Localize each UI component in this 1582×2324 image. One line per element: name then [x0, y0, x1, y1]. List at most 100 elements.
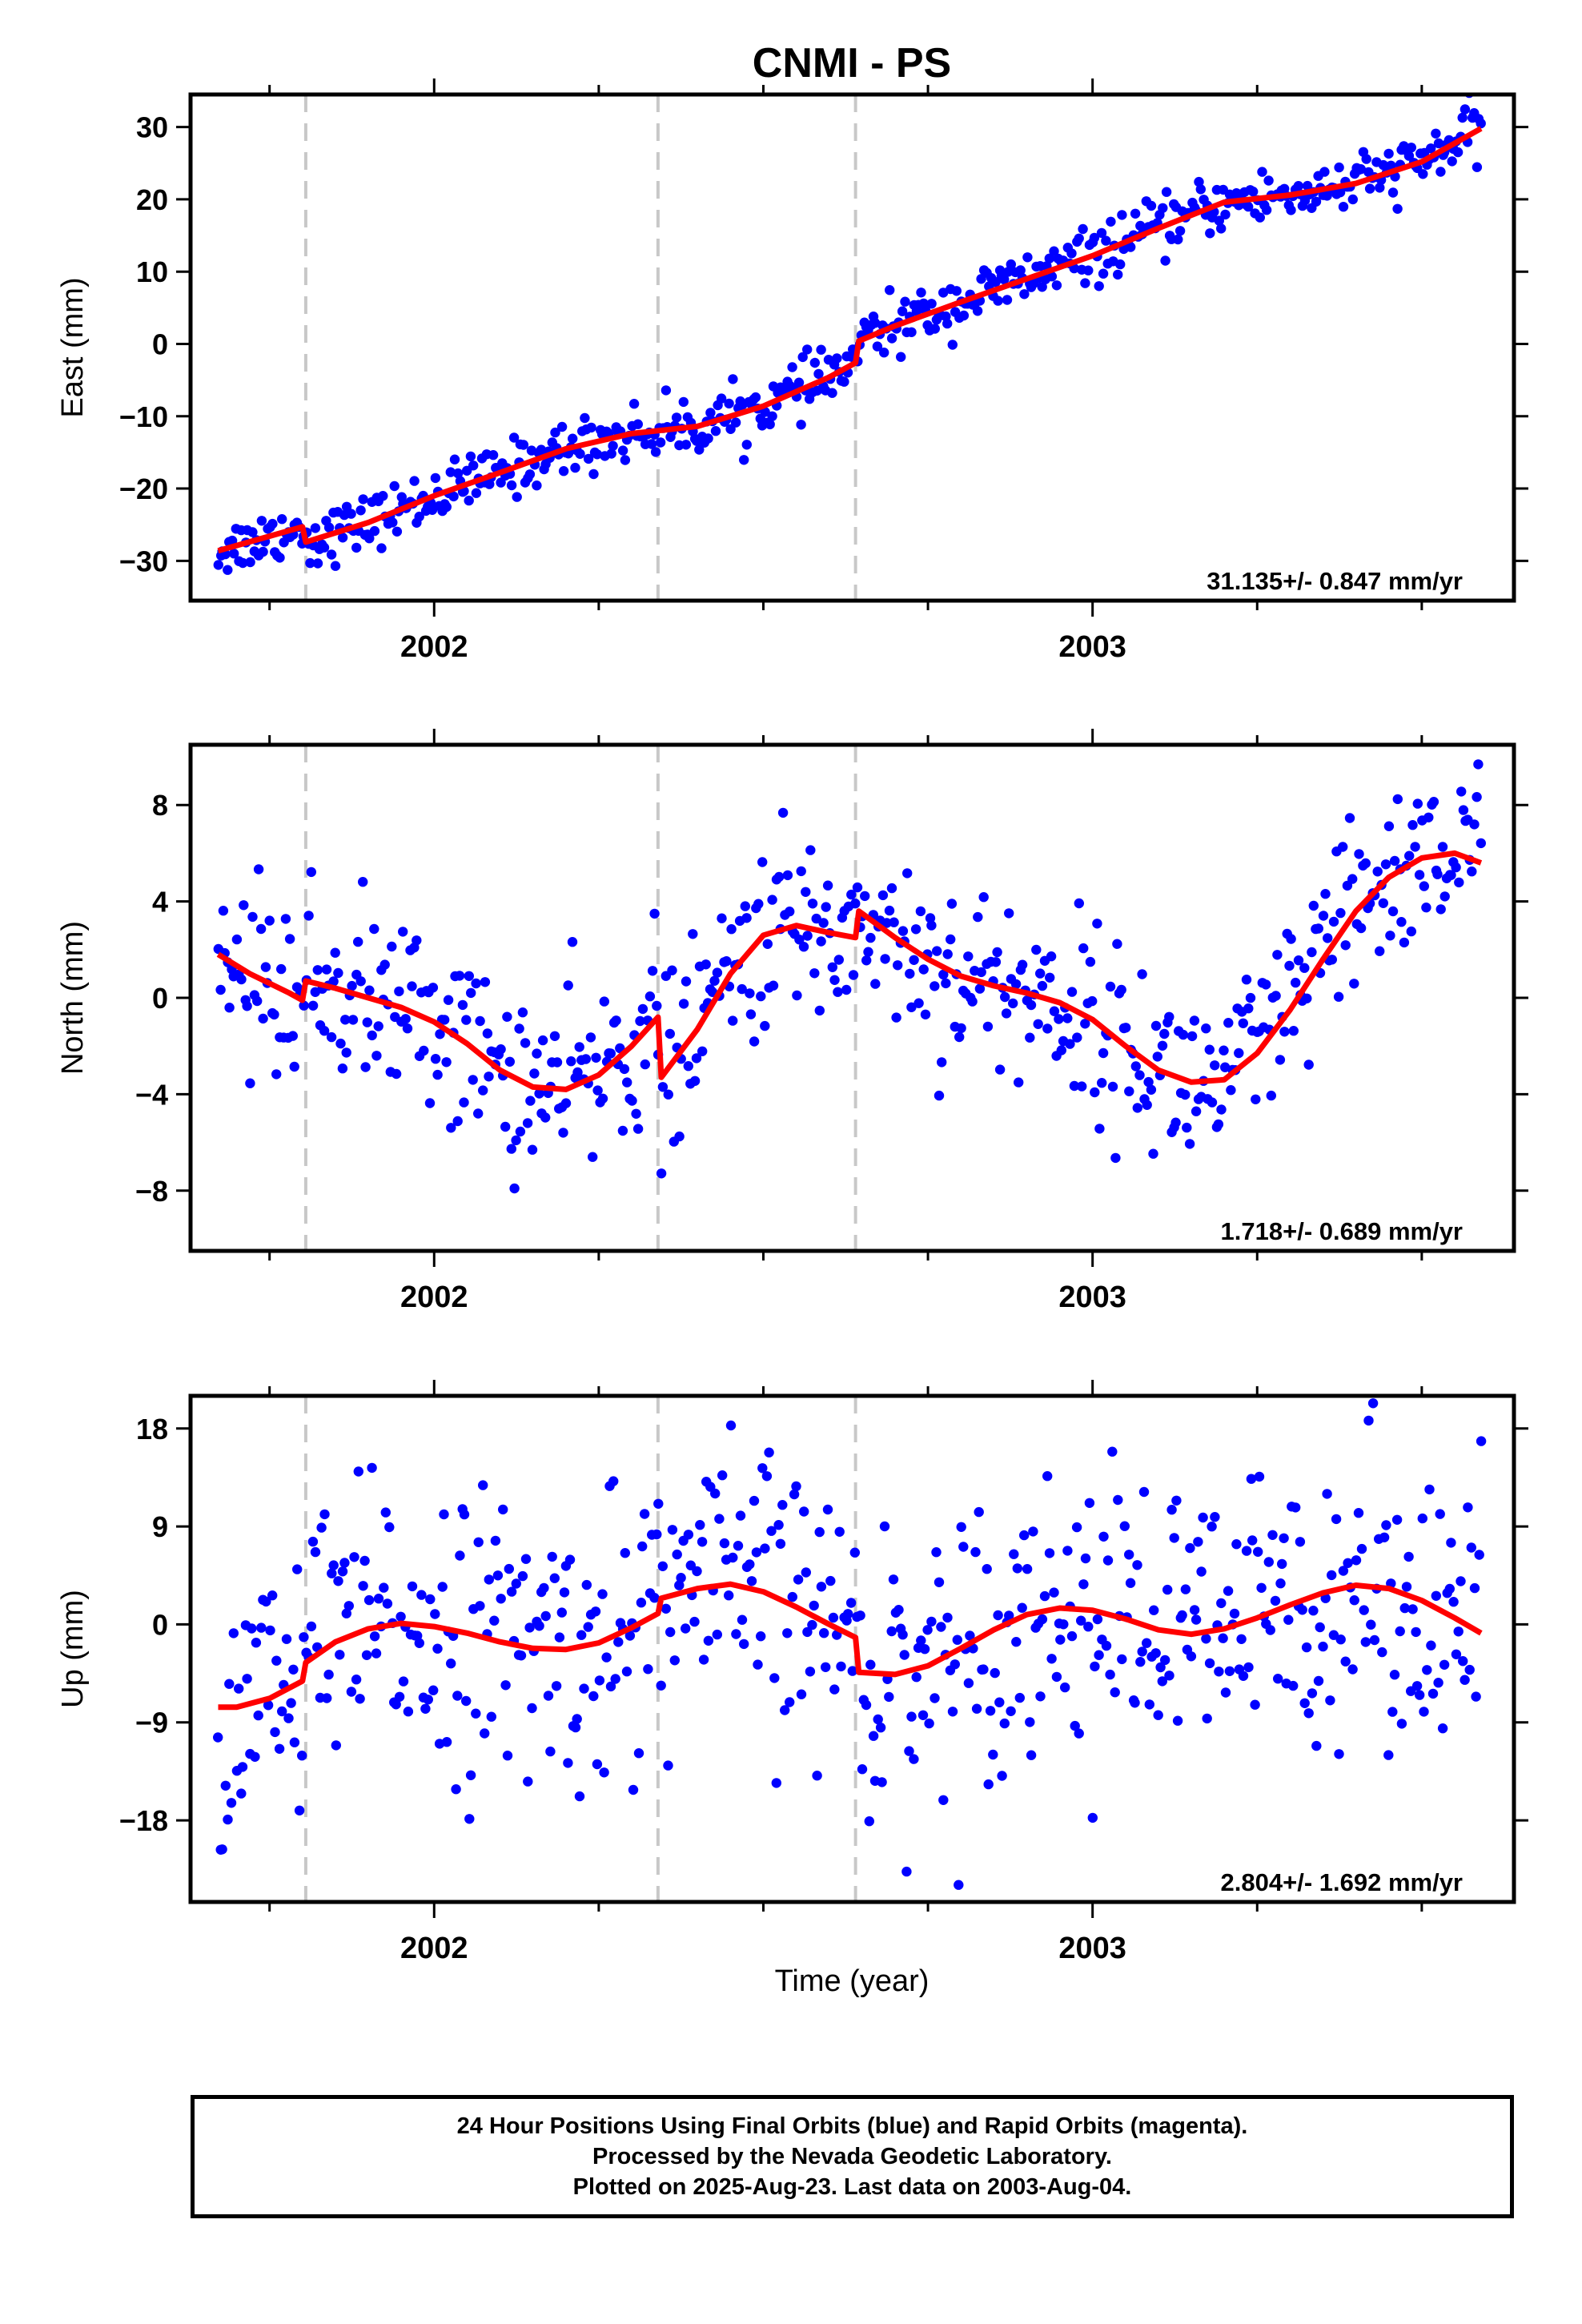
data-point	[1387, 906, 1399, 917]
data-point	[724, 398, 734, 409]
data-point	[250, 1751, 260, 1762]
data-point	[1360, 858, 1371, 869]
data-point	[517, 1570, 528, 1582]
data-point	[782, 1628, 793, 1638]
data-point	[873, 1714, 883, 1725]
data-point	[1369, 1634, 1380, 1646]
data-point	[1476, 118, 1486, 129]
data-point	[1288, 1026, 1299, 1036]
data-point	[1155, 1662, 1166, 1673]
data-point	[703, 433, 713, 444]
data-points	[213, 759, 1487, 1194]
data-point	[880, 954, 890, 964]
data-point	[619, 1063, 630, 1075]
data-point	[1083, 265, 1094, 275]
data-point	[802, 931, 813, 941]
data-point	[886, 333, 897, 344]
data-point	[258, 1013, 268, 1024]
data-point	[665, 1626, 676, 1638]
data-point	[597, 1589, 608, 1599]
data-point	[886, 883, 897, 894]
data-point	[1098, 1531, 1109, 1542]
data-point	[942, 949, 953, 959]
data-point	[1105, 1669, 1115, 1680]
data-point	[369, 1631, 380, 1642]
data-point	[900, 296, 910, 307]
data-point	[237, 1762, 248, 1772]
data-point	[1028, 1526, 1038, 1537]
data-point	[1421, 903, 1431, 913]
data-point	[930, 1693, 940, 1703]
data-point	[1238, 1018, 1249, 1029]
data-point	[1392, 794, 1403, 805]
data-point	[435, 1029, 445, 1039]
data-point	[611, 1015, 621, 1026]
data-point	[703, 1635, 714, 1646]
data-point	[1435, 1509, 1445, 1519]
data-point	[647, 966, 658, 976]
data-point	[373, 1021, 383, 1031]
data-point	[1231, 1539, 1242, 1550]
data-point	[1098, 268, 1109, 279]
data-point	[446, 1659, 456, 1669]
data-point	[1078, 223, 1088, 235]
data-point	[1391, 1514, 1403, 1526]
data-point	[663, 1760, 673, 1771]
data-point	[506, 1586, 517, 1597]
data-point	[1094, 1124, 1105, 1134]
data-point	[884, 905, 895, 916]
y-tick-label: 0	[152, 328, 168, 360]
data-point	[741, 440, 752, 450]
data-point	[832, 353, 842, 364]
data-point	[652, 1529, 662, 1540]
data-point	[814, 1005, 825, 1016]
data-point	[1407, 819, 1418, 830]
data-point	[384, 1522, 395, 1533]
data-point	[1435, 167, 1446, 177]
data-point	[681, 1623, 691, 1634]
data-point	[1253, 1546, 1263, 1558]
data-point	[394, 1691, 405, 1702]
y-tick-label: −10	[119, 400, 168, 433]
data-point	[373, 1594, 384, 1604]
data-point	[1412, 798, 1423, 809]
data-point	[247, 1623, 257, 1634]
data-point	[782, 870, 793, 881]
data-point	[610, 1674, 620, 1684]
data-point	[475, 1015, 485, 1027]
data-point	[480, 1728, 490, 1739]
data-point	[1194, 176, 1204, 187]
data-point	[482, 1028, 493, 1039]
data-point	[937, 1057, 947, 1068]
data-point	[978, 1664, 989, 1675]
data-point	[1243, 1003, 1254, 1014]
data-point	[617, 445, 628, 456]
data-point	[934, 1577, 945, 1588]
data-point	[749, 1495, 760, 1506]
data-point	[323, 522, 335, 533]
data-point	[1272, 950, 1283, 960]
data-point	[1171, 1495, 1182, 1506]
data-point	[400, 1014, 411, 1024]
data-point	[1335, 1634, 1346, 1645]
data-point	[260, 962, 271, 972]
data-point	[791, 1481, 801, 1492]
data-point	[586, 422, 596, 433]
data-point	[229, 549, 239, 559]
data-point	[1080, 1553, 1091, 1564]
data-point	[448, 491, 459, 502]
data-point	[543, 1691, 554, 1701]
data-point	[994, 1697, 1005, 1707]
data-point	[414, 511, 424, 522]
data-point	[1432, 869, 1443, 879]
data-point	[1226, 1085, 1236, 1096]
data-point	[559, 1587, 570, 1598]
data-point	[1196, 1566, 1207, 1577]
data-point	[1014, 1692, 1026, 1703]
data-point	[1180, 1584, 1191, 1594]
data-point	[760, 407, 770, 417]
data-point	[1031, 944, 1042, 955]
data-point	[1166, 1505, 1177, 1515]
data-point	[323, 1669, 334, 1680]
data-point	[580, 412, 590, 424]
